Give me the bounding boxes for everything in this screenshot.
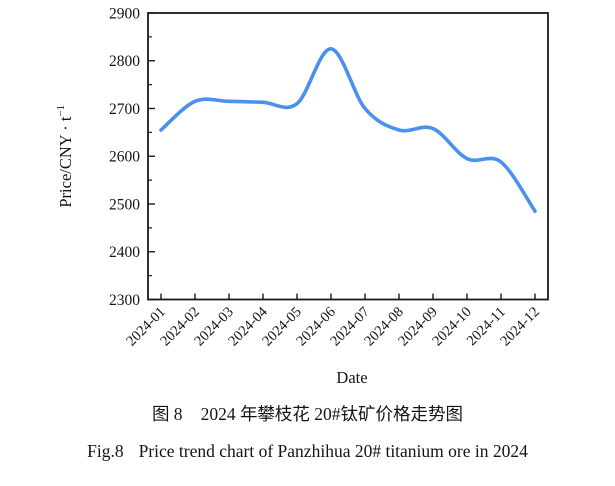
y-tick-label: 2300 bbox=[109, 292, 140, 309]
caption-en-text: Price trend chart of Panzhihua 20# titan… bbox=[138, 441, 528, 461]
caption-chinese: 图 8 2024 年攀枝花 20#钛矿价格走势图 bbox=[0, 402, 615, 426]
y-tick-label: 2600 bbox=[109, 149, 140, 166]
y-tick-label: 2800 bbox=[109, 53, 140, 70]
y-tick-label: 2900 bbox=[109, 5, 140, 22]
plot-frame bbox=[147, 12, 549, 301]
price-line bbox=[159, 47, 537, 213]
price-trend-chart: 23002400250026002700280029002024-012024-… bbox=[55, 5, 549, 387]
y-tick-label: 2500 bbox=[109, 196, 140, 213]
caption-zh-text: 2024 年攀枝花 20#钛矿价格走势图 bbox=[200, 404, 464, 424]
caption-en-label: Fig.8 bbox=[87, 441, 124, 461]
caption-english: Fig.8 Price trend chart of Panzhihua 20# … bbox=[0, 439, 615, 463]
y-axis-label: Price/CNY · t−1 bbox=[55, 105, 75, 208]
x-axis-label: Date bbox=[336, 368, 367, 387]
y-tick-label: 2400 bbox=[109, 244, 140, 261]
caption-zh-label: 图 8 bbox=[151, 404, 183, 424]
y-tick-label: 2700 bbox=[109, 101, 140, 118]
